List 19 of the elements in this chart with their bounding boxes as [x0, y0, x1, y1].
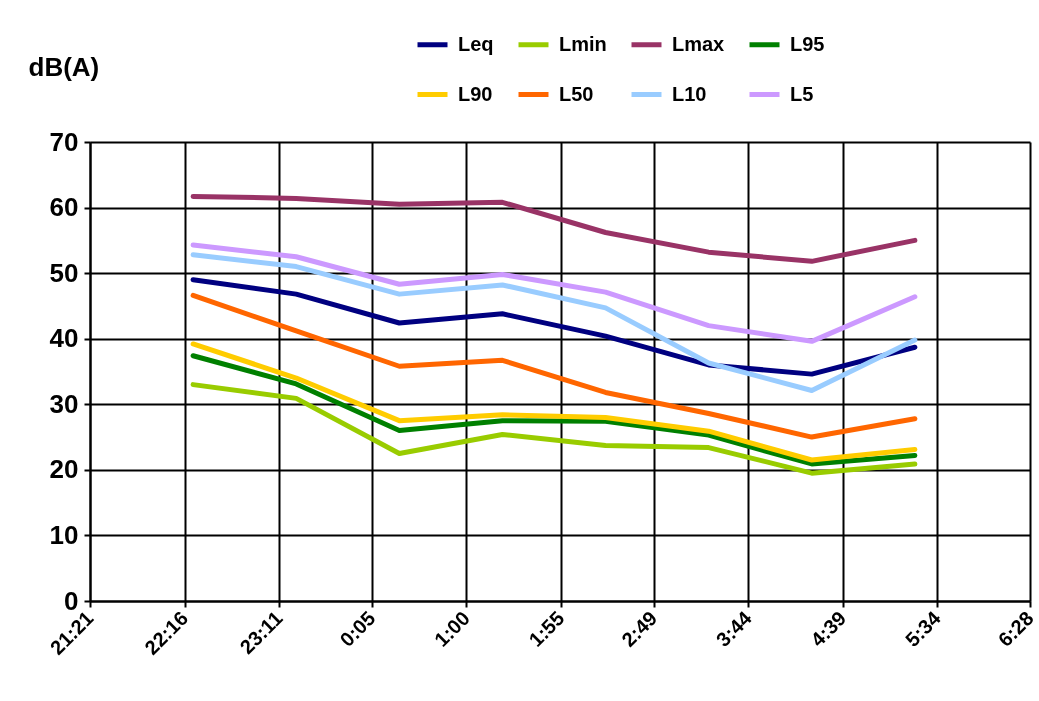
legend-label: L90	[458, 82, 493, 105]
legend-label: L10	[672, 82, 707, 105]
legend-label: Lmax	[672, 32, 725, 55]
y-tick-label: 20	[49, 454, 79, 485]
y-tick-label: 10	[49, 519, 79, 550]
legend-label: L95	[790, 32, 825, 55]
legend-label: L5	[790, 82, 814, 105]
y-tick-label: 0	[64, 585, 79, 616]
y-tick-label: 60	[49, 192, 79, 223]
y-tick-label: 70	[49, 126, 79, 157]
legend-label: Lmin	[559, 32, 607, 55]
legend-label: Leq	[458, 32, 494, 55]
y-tick-label: 30	[49, 388, 79, 419]
x-tick-label: 4:39	[806, 607, 851, 651]
legend-label: L50	[559, 82, 594, 105]
y-tick-label: 40	[49, 323, 79, 354]
y-tick-label: 50	[49, 257, 79, 288]
y-axis-title: dB(A)	[28, 51, 100, 82]
x-tick-label: 6:28	[993, 607, 1038, 651]
